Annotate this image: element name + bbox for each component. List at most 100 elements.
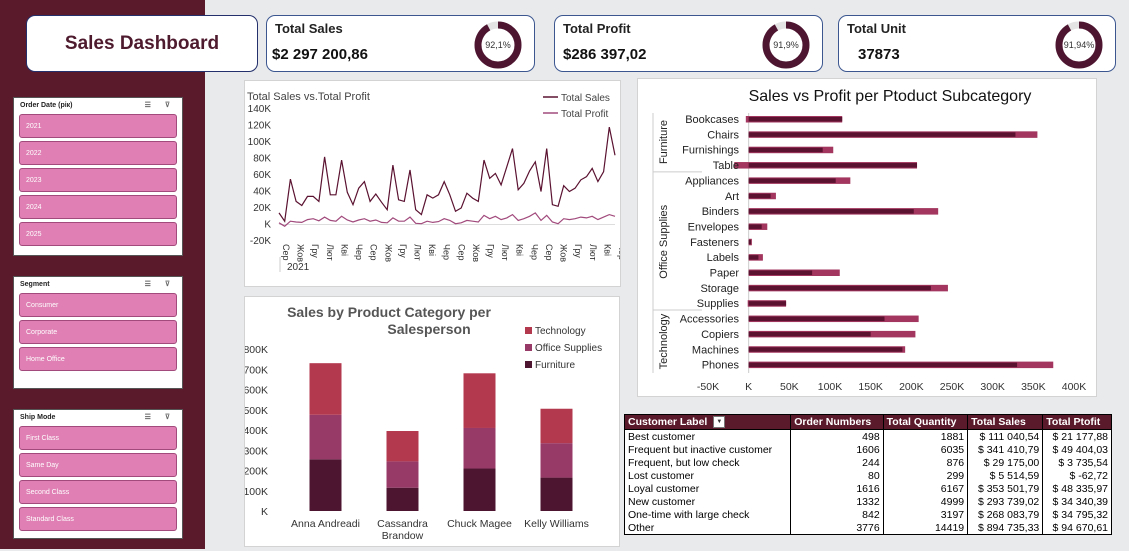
slicer-item[interactable]: 2025 (19, 222, 177, 246)
x-tick-label: Сер (456, 244, 466, 261)
x-tick-label: Гру (398, 244, 408, 258)
sales-bar (748, 347, 903, 352)
category-chart-title-line1: Sales by Product Category per (287, 304, 491, 320)
y-tick-label: K (261, 506, 268, 518)
sales-bar (748, 316, 885, 322)
category-label: Bookcases (685, 114, 739, 126)
x-category-label: Cassandra Brandow (377, 518, 428, 542)
table-cell: New customer (623, 495, 792, 508)
x-tick-label: Сер (281, 244, 291, 261)
table-cell: Other (623, 521, 792, 535)
table-cell: $ 94 670,61 (1042, 521, 1112, 535)
slicer-item[interactable]: Home Office (19, 347, 177, 371)
table-cell: $ 268 083,79 (967, 508, 1044, 521)
table-cell: One-time with large check (623, 508, 792, 521)
customer-table: Customer Label ▼ Order Numbers Total Quan… (623, 414, 1112, 535)
sales-bar (748, 132, 1016, 137)
slicer-item[interactable]: Standard Class (19, 507, 177, 531)
table-cell: $ 353 501,79 (967, 482, 1044, 495)
x-tick-label: Кві (427, 244, 437, 256)
table-header-customer-label[interactable]: Customer Label ▼ (623, 414, 792, 430)
table-cell: 3197 (882, 508, 969, 521)
legend-swatch-technology (525, 327, 532, 334)
kpi-label: Total Unit (847, 21, 906, 36)
table-cell: $ 34 795,32 (1042, 508, 1112, 521)
table-header-total-profit: Total Ptofit (1042, 414, 1112, 430)
dashboard-title: Sales Dashboard (26, 15, 258, 72)
y-tick-label: 100K (245, 486, 268, 498)
kpi-total-unit: Total Unit 37873 91,94% (838, 15, 1116, 72)
clear-filter-icon[interactable]: ☰ ⊽ (144, 414, 176, 421)
table-row: One-time with large check 842 3197 $ 268 08… (623, 508, 1112, 521)
table-cell: Best customer (623, 429, 792, 443)
table-cell: 876 (882, 456, 969, 469)
slicer-item[interactable]: Consumer (19, 293, 177, 317)
y-tick-label: 700K (245, 364, 268, 376)
kpi-value: 37873 (858, 46, 900, 63)
table-cell: 498 (790, 429, 884, 443)
table-cell: 299 (882, 469, 969, 482)
x-tick-label: -50K (697, 381, 719, 393)
table-cell: $ 341 410,79 (967, 443, 1044, 456)
kpi-donut-label: 92,1% (485, 40, 511, 50)
table-cell: 842 (790, 508, 884, 521)
slicer-item[interactable]: Same Day (19, 453, 177, 477)
clear-filter-icon[interactable]: ☰ ⊽ (144, 102, 176, 109)
kpi-label: Total Sales (275, 21, 343, 36)
x-tick-label: Гру (486, 244, 496, 258)
x-tick-label: Лют (588, 244, 598, 261)
category-label: Copiers (701, 329, 739, 341)
slicer-item[interactable]: Second Class (19, 480, 177, 504)
slicer-item[interactable]: 2023 (19, 168, 177, 192)
sales-bar (748, 117, 843, 122)
legend-label-office-supplies: Office Supplies (535, 343, 602, 354)
table-cell: 6167 (882, 482, 969, 495)
slicer-item[interactable]: 2022 (19, 141, 177, 165)
kpi-total-profit: Total Profit $286 397,02 91,9% (554, 15, 823, 72)
y-tick-label: 100K (248, 137, 272, 148)
slicer-title: Ship Mode (20, 413, 56, 421)
group-label: Office Supplies (658, 204, 670, 278)
table-row: Lost customer 80 299 $ 5 514,59 $ -62,72 (623, 469, 1112, 482)
y-tick-label: 60K (253, 170, 271, 181)
year-label: 2021 (287, 262, 310, 273)
slicer-item[interactable]: 2021 (19, 114, 177, 138)
bar-segment (309, 459, 342, 511)
sales-bar (748, 255, 759, 260)
clear-filter-icon[interactable]: ☰ ⊽ (144, 281, 176, 288)
table-row: Frequent, but low check 244 876 $ 29 175,00… (623, 456, 1112, 469)
kpi-donut-arc (762, 21, 810, 69)
sales-bar (748, 224, 762, 229)
bar-segment (386, 461, 419, 488)
y-tick-label: 20K (253, 203, 271, 214)
subcategory-chart-title: Sales vs Profit per Ptoduct Subcategory (749, 88, 1032, 105)
x-tick-label: Кві (602, 244, 612, 256)
category-label: Furnishings (682, 145, 739, 157)
filter-dropdown-icon[interactable]: ▼ (713, 416, 726, 429)
table-cell: Loyal customer (623, 482, 792, 495)
category-label: Phones (702, 360, 740, 372)
x-tick-label: Чер (442, 244, 452, 260)
group-label: Technology (658, 313, 670, 369)
slicer-item[interactable]: 2024 (19, 195, 177, 219)
line-chart: Total Sales vs.Total Profit 140K 120K 100K… (247, 91, 627, 273)
x-tick-label: Гру (310, 244, 320, 258)
slicer-item[interactable]: Corporate (19, 320, 177, 344)
y-tick-label: 800K (245, 344, 268, 356)
sales-bar (748, 301, 787, 306)
x-tick-label: Жов (383, 244, 393, 262)
slicer-item[interactable]: First Class (19, 426, 177, 450)
legend-label-profit: Total Profit (561, 109, 608, 120)
category-label: Binders (702, 206, 740, 218)
kpi-value: $286 397,02 (563, 46, 647, 63)
table-row: Loyal customer 1616 6167 $ 353 501,79 $ 48 3… (623, 482, 1112, 495)
y-tick-label: 300K (245, 445, 268, 457)
kpi-donut-label: 91,94% (1064, 40, 1095, 50)
sales-bar (748, 178, 836, 183)
x-tick-label: Лют (500, 244, 510, 261)
subcategory-chart: Sales vs Profit per Ptoduct Subcategory … (652, 88, 1086, 393)
x-tick-label: Чер (617, 244, 620, 260)
kpi-total-sales: Total Sales $2 297 200,86 92,1% (266, 15, 535, 72)
legend-label-sales: Total Sales (561, 93, 610, 104)
table-cell: 4999 (882, 495, 969, 508)
